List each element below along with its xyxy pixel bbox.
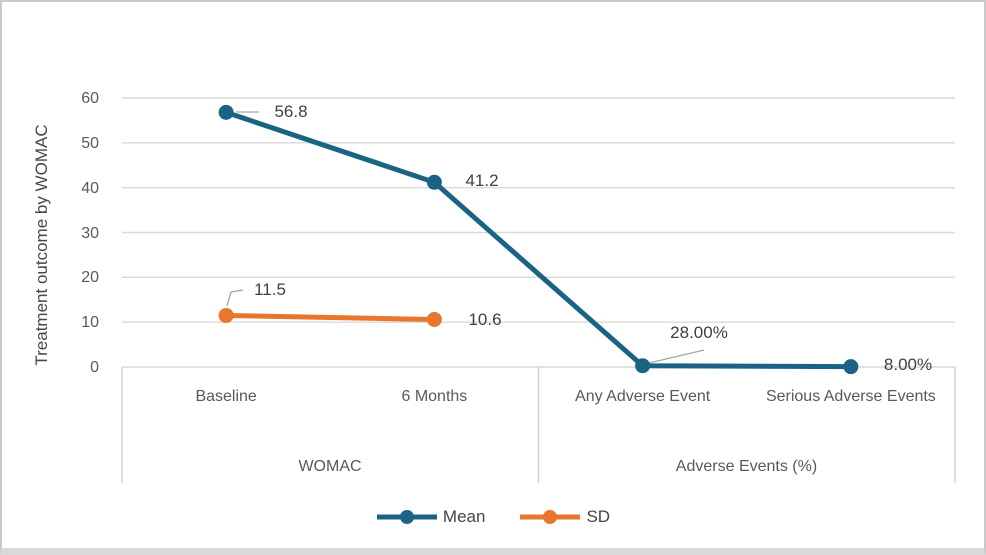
- data-point-marker-sd: [426, 311, 442, 327]
- axis-group-label-womac: WOMAC: [298, 458, 362, 475]
- data-label: 28.00%: [670, 323, 728, 342]
- y-tick-label: 10: [81, 314, 99, 332]
- category-label: Serious Adverse Events: [765, 388, 936, 405]
- legend-label-mean: Mean: [442, 507, 486, 526]
- data-point-marker-mean: [426, 174, 442, 190]
- category-label: 6 Months: [401, 388, 468, 405]
- category-label: Any Adverse Event: [575, 388, 711, 405]
- data-label: 11.5: [254, 280, 286, 299]
- y-tick-label: 40: [81, 179, 99, 197]
- y-tick-label: 50: [81, 134, 99, 152]
- series-line-sd: [223, 312, 437, 322]
- y-tick-label: 60: [81, 90, 99, 107]
- legend-label-sd: SD: [586, 507, 611, 526]
- y-tick-label: 0: [90, 359, 99, 376]
- data-label: 41.2: [465, 171, 499, 190]
- data-label: 10.6: [468, 310, 502, 329]
- data-point-marker-mean: [218, 104, 234, 120]
- data-label: 56.8: [274, 102, 308, 121]
- label-leader-line: [226, 289, 244, 307]
- plot-area: [121, 97, 956, 483]
- legend-item-mean: Mean: [376, 507, 486, 527]
- data-point-marker-mean: [635, 358, 651, 374]
- y-tick-label: 30: [81, 224, 99, 242]
- data-point-marker-sd: [218, 307, 234, 323]
- legend-sd-line-icon: [520, 510, 581, 524]
- legend: Mean SD: [2, 507, 984, 527]
- legend-item-sd: SD: [519, 507, 610, 527]
- category-label: Baseline: [195, 388, 257, 405]
- label-leader-line: [648, 349, 705, 364]
- axis-group-label-adverse-events: Adverse Events (%): [675, 458, 818, 475]
- series-line-mean: [223, 109, 854, 370]
- legend-mean-line-icon: [376, 510, 437, 524]
- data-point-marker-mean: [843, 359, 859, 375]
- y-tick-label: 20: [81, 269, 99, 287]
- data-label: 8.00%: [883, 355, 933, 374]
